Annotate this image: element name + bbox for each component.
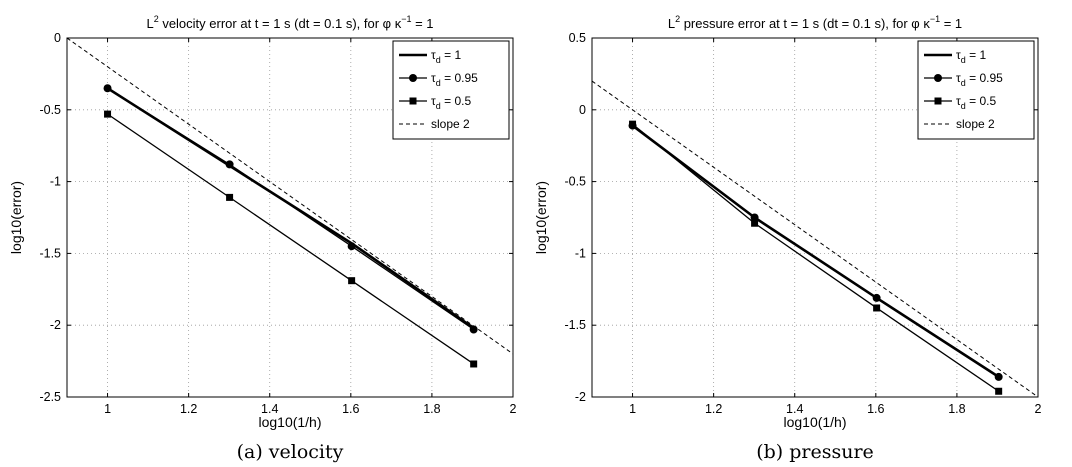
data-point-circle — [994, 372, 1003, 381]
x-tick-label: 1.8 — [948, 402, 965, 416]
y-tick-label: -1 — [575, 246, 586, 260]
legend-swatch-circle — [409, 74, 417, 82]
x-axis-label: log10(1/h) — [783, 414, 846, 430]
data-area — [592, 80, 1038, 397]
y-axis-label: log10(error) — [533, 181, 549, 254]
legend-label: τd = 0.95 — [431, 71, 478, 88]
data-point-square — [873, 304, 881, 312]
series-line-3 — [632, 123, 1000, 392]
axes-frame — [591, 37, 1039, 398]
legend-swatch-square — [934, 97, 942, 105]
x-axis-label: log10(1/h) — [258, 414, 321, 430]
series-line-2 — [632, 125, 1000, 378]
y-tick-label: -0.5 — [39, 103, 61, 117]
x-tick-label: 1 — [104, 402, 111, 416]
x-tick-label: 1.4 — [261, 402, 278, 416]
x-tick-label: 2 — [1035, 402, 1042, 416]
data-point-circle — [225, 160, 234, 169]
series-line-4 — [592, 80, 1038, 397]
chart-title: L2 pressure error at t = 1 s (dt = 0.1 s… — [668, 14, 962, 31]
y-tick-label: -2.5 — [39, 390, 61, 404]
x-tick-label: 1.8 — [423, 402, 440, 416]
legend-label: τd = 0.95 — [956, 71, 1003, 88]
x-tick-label: 1.6 — [342, 402, 359, 416]
legend-label: τd = 1 — [956, 48, 986, 65]
y-tick-label: 0 — [579, 103, 586, 117]
data-point-circle — [872, 293, 881, 302]
x-tick-label: 2 — [510, 402, 517, 416]
data-point-circle — [103, 84, 112, 93]
y-tick-label: 0.5 — [569, 31, 586, 45]
data-point-circle — [469, 325, 478, 334]
x-tick-label: 1.4 — [786, 402, 803, 416]
figure-caption: (b) pressure — [756, 441, 874, 463]
data-area — [67, 38, 513, 368]
data-point-square — [751, 219, 759, 227]
figure-caption: (a) velocity — [237, 441, 344, 463]
legend-swatch-square — [409, 97, 417, 105]
chart-panel-1: 1 1.2 1.4 1.6 1.8 2 -2.5 -2 -1.5 -1 -0.5 0 L2 veloci… — [8, 14, 517, 463]
y-tick-label: -2 — [575, 390, 586, 404]
legend-label: τd = 1 — [431, 48, 461, 65]
chart-title: L2 velocity error at t = 1 s (dt = 0.1 s… — [146, 14, 433, 31]
y-tick-label: -0.5 — [564, 175, 586, 189]
legend-label: slope 2 — [431, 117, 470, 131]
y-tick-label: -1.5 — [564, 318, 586, 332]
chart-panel-2: 1 1.2 1.4 1.6 1.8 2 -2 -1.5 -1 -0.5 0 0.5 L2 pressur… — [533, 14, 1042, 463]
data-point-circle — [750, 213, 759, 222]
data-point-square — [470, 360, 478, 368]
data-point-square — [348, 277, 356, 285]
legend-box — [392, 40, 510, 140]
y-tick-label: 0 — [54, 31, 61, 45]
y-tick-label: -1 — [50, 175, 61, 189]
series-line-3 — [107, 113, 475, 365]
legend: τd = 1 τd = 0.95 τd = 0.5 slope 2 — [392, 40, 510, 140]
y-tick-label: -1.5 — [39, 246, 61, 260]
series-line-4 — [67, 38, 513, 355]
legend-label: τd = 0.5 — [956, 94, 996, 111]
legend-swatch-circle — [934, 74, 942, 82]
x-tick-label: 1.2 — [705, 402, 722, 416]
series-line-1 — [631, 124, 1000, 378]
data-point-square — [629, 120, 637, 128]
x-tick-label: 1 — [629, 402, 636, 416]
data-point-square — [995, 387, 1003, 395]
legend-box — [917, 40, 1035, 140]
data-point-square — [104, 110, 112, 118]
x-tick-label: 1.2 — [180, 402, 197, 416]
legend-label: τd = 0.5 — [431, 94, 471, 111]
x-tick-label: 1.6 — [867, 402, 884, 416]
series-line-2 — [107, 87, 475, 331]
axes-frame — [66, 37, 514, 398]
legend: τd = 1 τd = 0.95 τd = 0.5 slope 2 — [917, 40, 1035, 140]
data-point-square — [226, 193, 234, 201]
legend-label: slope 2 — [956, 117, 995, 131]
data-point-circle — [347, 242, 356, 251]
y-axis-label: log10(error) — [8, 181, 24, 254]
y-tick-label: -2 — [50, 318, 61, 332]
